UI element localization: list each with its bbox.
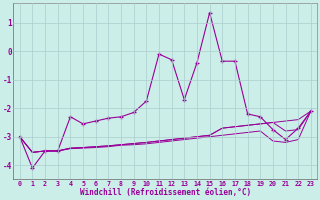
X-axis label: Windchill (Refroidissement éolien,°C): Windchill (Refroidissement éolien,°C)	[80, 188, 251, 197]
